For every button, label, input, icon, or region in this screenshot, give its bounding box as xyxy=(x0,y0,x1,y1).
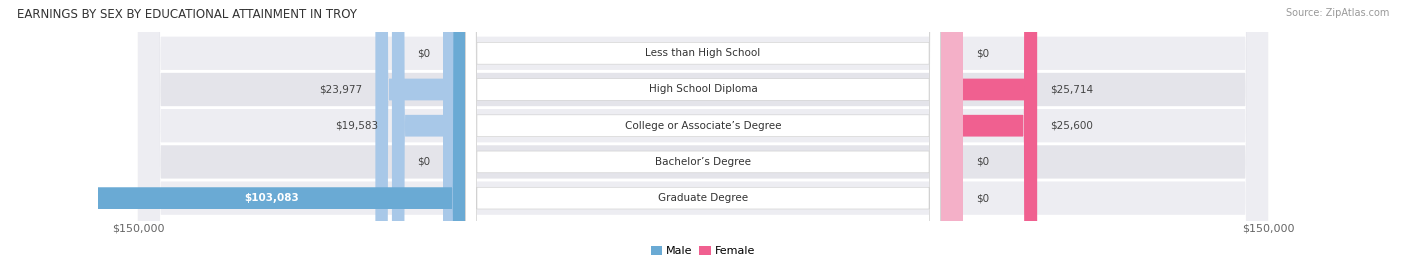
Text: Bachelor’s Degree: Bachelor’s Degree xyxy=(655,157,751,167)
Text: High School Diploma: High School Diploma xyxy=(648,84,758,94)
FancyBboxPatch shape xyxy=(465,0,941,269)
FancyBboxPatch shape xyxy=(465,0,941,269)
Text: EARNINGS BY SEX BY EDUCATIONAL ATTAINMENT IN TROY: EARNINGS BY SEX BY EDUCATIONAL ATTAINMEN… xyxy=(17,8,357,21)
Text: $23,977: $23,977 xyxy=(319,84,363,94)
FancyBboxPatch shape xyxy=(941,0,1036,269)
FancyBboxPatch shape xyxy=(941,0,963,269)
Text: Graduate Degree: Graduate Degree xyxy=(658,193,748,203)
FancyBboxPatch shape xyxy=(941,0,963,269)
FancyBboxPatch shape xyxy=(941,0,1038,269)
FancyBboxPatch shape xyxy=(138,0,1268,269)
FancyBboxPatch shape xyxy=(77,0,465,269)
Text: Less than High School: Less than High School xyxy=(645,48,761,58)
Text: College or Associate’s Degree: College or Associate’s Degree xyxy=(624,121,782,131)
FancyBboxPatch shape xyxy=(138,0,1268,269)
FancyBboxPatch shape xyxy=(138,0,1268,269)
Text: $0: $0 xyxy=(976,193,990,203)
Legend: Male, Female: Male, Female xyxy=(651,246,755,256)
Text: $0: $0 xyxy=(416,48,430,58)
Text: Source: ZipAtlas.com: Source: ZipAtlas.com xyxy=(1285,8,1389,18)
Text: $103,083: $103,083 xyxy=(245,193,299,203)
FancyBboxPatch shape xyxy=(465,0,941,269)
FancyBboxPatch shape xyxy=(443,0,465,269)
FancyBboxPatch shape xyxy=(941,0,963,269)
Text: $25,714: $25,714 xyxy=(1050,84,1094,94)
FancyBboxPatch shape xyxy=(392,0,465,269)
FancyBboxPatch shape xyxy=(375,0,465,269)
FancyBboxPatch shape xyxy=(138,0,1268,269)
Text: $0: $0 xyxy=(976,48,990,58)
Text: $0: $0 xyxy=(416,157,430,167)
FancyBboxPatch shape xyxy=(443,0,465,269)
FancyBboxPatch shape xyxy=(465,0,941,269)
Text: $0: $0 xyxy=(976,157,990,167)
FancyBboxPatch shape xyxy=(138,0,1268,269)
FancyBboxPatch shape xyxy=(465,0,941,269)
Text: $19,583: $19,583 xyxy=(336,121,378,131)
Text: $25,600: $25,600 xyxy=(1050,121,1092,131)
